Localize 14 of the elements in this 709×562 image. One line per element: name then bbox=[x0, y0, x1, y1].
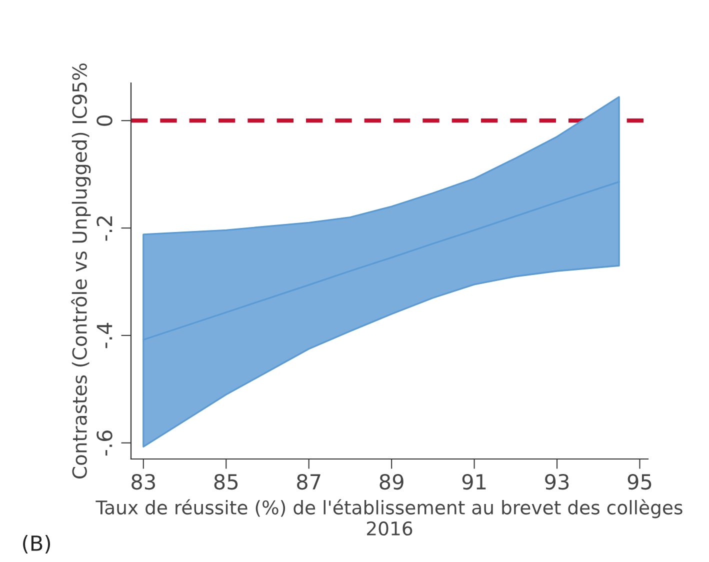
x-tick-label: 87 bbox=[297, 474, 320, 490]
y-tick-label: 0 bbox=[96, 115, 112, 126]
x-tick-label: 95 bbox=[628, 474, 652, 490]
y-axis-title: Contrastes (Contrôle vs Unplugged) IC95% bbox=[71, 64, 91, 478]
x-tick-label: 91 bbox=[462, 474, 486, 490]
y-tick-label: -.4 bbox=[96, 322, 112, 348]
text: (B) bbox=[23, 534, 50, 554]
y-tick-label: -.6 bbox=[96, 430, 112, 456]
x-tick-label: 93 bbox=[545, 474, 569, 490]
x-tick-label: 85 bbox=[214, 474, 238, 490]
x-tick-label: 89 bbox=[380, 474, 404, 490]
x-tick-label: 83 bbox=[132, 474, 155, 490]
x-axis-title: Taux de réussite (%) de l'établissement au brevet des collèges 2016 bbox=[96, 499, 682, 536]
y-tick-label: -.2 bbox=[96, 216, 112, 241]
